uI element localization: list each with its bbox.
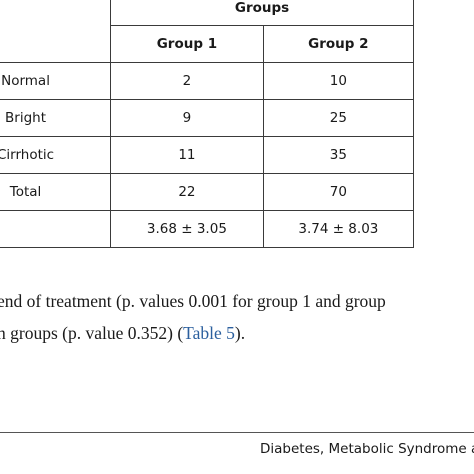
table-5-link[interactable]: Table 5 <box>183 323 235 343</box>
row-label: Total <box>0 173 112 211</box>
table-row: Bright 9 25 <box>0 99 415 137</box>
cell-group-2: 10 <box>262 62 415 100</box>
body-text-line-2-prefix: h groups (p. value 0.352) ( <box>0 323 184 343</box>
cell-group-2: 3.74 ± 8.03 <box>262 210 415 248</box>
row-label: Normal <box>0 62 112 100</box>
row-label <box>0 210 112 248</box>
cell-group-2: 70 <box>262 173 415 211</box>
table-row: Total 22 70 <box>0 173 415 211</box>
cell-group-1: 11 <box>110 136 264 174</box>
journal-name: Diabetes, Metabolic Syndrome and <box>260 441 474 457</box>
body-text-line-1: end of treatment (p. values 0.001 for gr… <box>0 291 386 311</box>
header-empty-cell <box>0 0 112 63</box>
body-text-line-2-suffix: ). <box>234 323 246 343</box>
body-text-line-2: h groups (p. value 0.352) (Table 5). <box>0 323 245 344</box>
footer-divider <box>0 432 474 433</box>
column-header-group-1: Group 1 <box>110 25 264 63</box>
cell-group-1: 2 <box>110 62 264 100</box>
column-header-group-2: Group 2 <box>262 25 415 63</box>
row-label: Bright <box>0 99 112 137</box>
table-subheader-row: Group 1 Group 2 <box>0 25 415 63</box>
table-row: Normal 2 10 <box>0 62 415 100</box>
groups-header: Groups <box>110 0 414 26</box>
row-label: Cirrhotic <box>0 136 112 174</box>
table-header-row: Groups <box>0 0 414 63</box>
table-row: 3.68 ± 3.05 3.74 ± 8.03 <box>0 210 415 248</box>
cell-group-1: 3.68 ± 3.05 <box>110 210 264 248</box>
table-row: Cirrhotic 11 35 <box>0 136 415 174</box>
cell-group-2: 35 <box>262 136 415 174</box>
results-table: Groups Group 1 Group 2 Normal 2 10 Brigh… <box>0 0 415 248</box>
cell-group-1: 9 <box>110 99 264 137</box>
cell-group-1: 22 <box>110 173 264 211</box>
cell-group-2: 25 <box>262 99 415 137</box>
